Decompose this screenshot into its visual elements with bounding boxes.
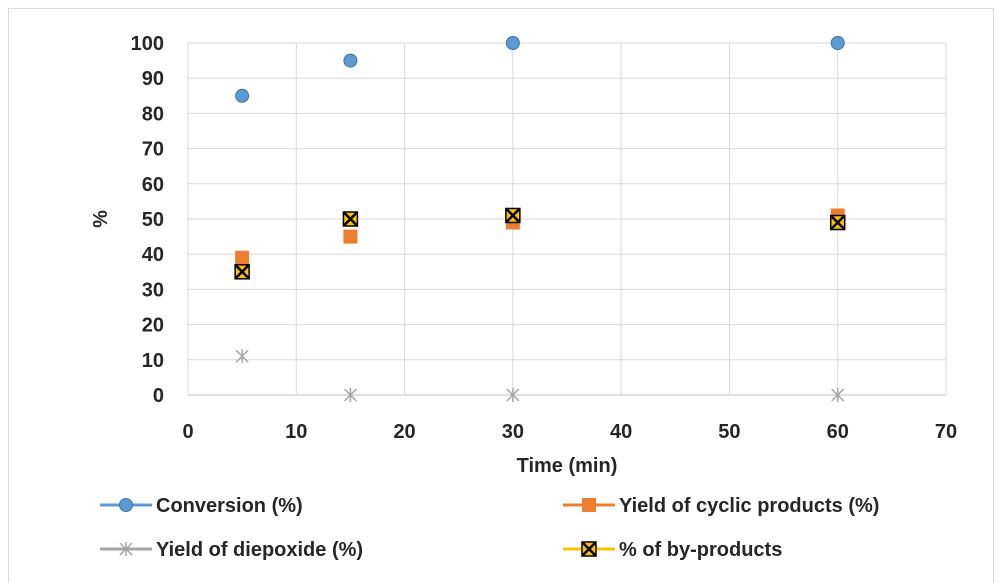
- legend-label: Yield of diepoxide (%): [156, 539, 363, 561]
- data-point-series-3: [831, 388, 845, 402]
- x-tick-label: 70: [935, 421, 957, 443]
- chart-frame: [8, 8, 994, 583]
- data-point-series-2: [343, 229, 358, 244]
- legend-item: Yield of cyclic products (%): [563, 495, 879, 517]
- y-tick-label: 80: [142, 103, 164, 125]
- legend-label: Conversion (%): [156, 495, 303, 517]
- x-tick-label: 40: [610, 421, 632, 443]
- y-tick-label: 10: [142, 350, 164, 372]
- y-tick-label: 100: [131, 33, 164, 55]
- data-point-series-2: [235, 250, 250, 265]
- data-point-series-4: [342, 211, 359, 227]
- data-point-series-3: [343, 388, 357, 402]
- y-tick-label: 20: [142, 315, 164, 337]
- y-tick-label: 90: [142, 68, 164, 90]
- data-point-series-3: [235, 349, 249, 364]
- data-point-series-4: [234, 264, 250, 280]
- y-axis-title: %: [90, 210, 112, 228]
- legend-item: % of by-products: [563, 539, 782, 561]
- legend-item: Yield of diepoxide (%): [100, 539, 363, 561]
- y-tick-label: 50: [142, 209, 164, 231]
- y-tick-label: 0: [153, 385, 164, 407]
- grid-lines: [187, 42, 947, 396]
- x-tick-label: 0: [182, 421, 193, 443]
- legend: Conversion (%) Yield of cyclic products (…: [100, 495, 879, 561]
- x-tick-label: 50: [718, 421, 740, 443]
- data-point-series-4: [505, 207, 521, 224]
- plot-area: [234, 36, 846, 402]
- x-tick-label: 30: [502, 421, 524, 443]
- x-tick-label: 60: [827, 421, 849, 443]
- data-point-series-1: [505, 36, 520, 50]
- y-tick-label: 30: [142, 279, 164, 301]
- data-point-series-1: [830, 36, 845, 50]
- data-point-series-4: [829, 214, 846, 231]
- legend-item: Conversion (%): [100, 495, 303, 517]
- y-tick-label: 40: [142, 244, 164, 266]
- x-axis-title: Time (min): [517, 455, 618, 477]
- x-axis-ticks: 0 10 20 30 40 50 60 70: [182, 421, 957, 443]
- legend-label: % of by-products: [619, 539, 782, 561]
- data-point-series-1: [343, 53, 358, 68]
- legend-marker: [582, 498, 596, 512]
- x-tick-label: 10: [285, 421, 307, 443]
- x-tick-label: 20: [393, 421, 415, 443]
- y-tick-label: 70: [142, 139, 164, 161]
- data-point-series-3: [506, 388, 520, 402]
- data-point-series-1: [235, 88, 250, 103]
- y-tick-label: 60: [142, 174, 164, 196]
- legend-marker: [119, 498, 133, 512]
- legend-label: Yield of cyclic products (%): [619, 495, 879, 517]
- y-axis-ticks: 0 10 20 30 40 50 60 70 80 90 100: [131, 33, 164, 407]
- legend-marker: [581, 541, 597, 557]
- legend-marker: [119, 542, 133, 556]
